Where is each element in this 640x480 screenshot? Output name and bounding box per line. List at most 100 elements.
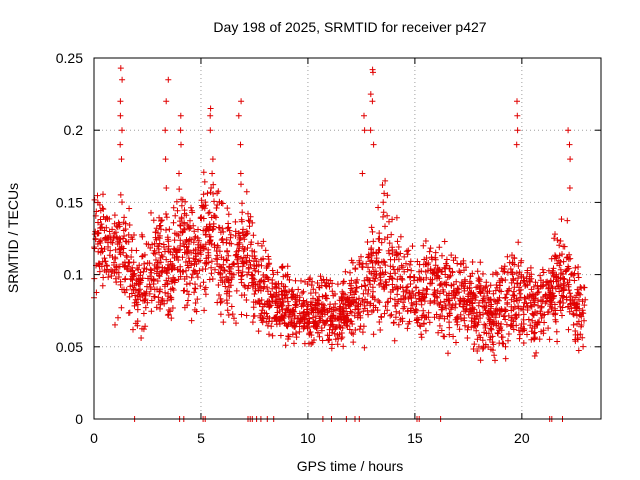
data-point <box>416 322 423 329</box>
data-point <box>408 305 415 312</box>
data-point <box>389 216 396 223</box>
data-point <box>177 237 184 244</box>
data-point <box>524 331 530 338</box>
data-point <box>482 299 488 306</box>
data-point <box>142 323 149 330</box>
data-point <box>446 319 453 326</box>
data-point <box>216 292 222 298</box>
data-point <box>115 314 121 321</box>
data-point <box>504 288 511 294</box>
data-point <box>155 294 162 301</box>
data-point <box>432 254 439 261</box>
data-point <box>241 282 248 289</box>
data-point <box>257 312 264 319</box>
data-point <box>529 310 536 317</box>
data-point <box>533 291 539 298</box>
data-point <box>324 309 331 316</box>
data-point <box>509 259 516 266</box>
data-point <box>557 266 564 273</box>
data-point <box>226 264 233 271</box>
data-point <box>100 191 106 198</box>
data-point <box>352 265 359 272</box>
data-point <box>221 267 228 274</box>
data-point <box>319 311 326 317</box>
data-point <box>466 308 473 315</box>
data-point <box>393 308 400 315</box>
data-point <box>141 297 148 304</box>
data-point <box>263 265 270 271</box>
data-point <box>492 287 499 294</box>
data-point <box>207 127 214 134</box>
data-point <box>279 298 286 305</box>
data-point <box>274 269 281 276</box>
data-point <box>528 275 535 282</box>
data-point <box>104 266 111 273</box>
data-point <box>477 290 484 297</box>
data-point <box>300 325 307 332</box>
data-point <box>509 252 515 259</box>
data-point <box>300 309 307 316</box>
data-point <box>237 235 244 242</box>
data-point <box>94 199 101 206</box>
data-point <box>517 286 524 293</box>
data-point <box>232 218 239 225</box>
data-point <box>497 324 504 330</box>
data-point <box>332 336 339 343</box>
data-point <box>346 326 353 333</box>
data-point <box>418 331 425 338</box>
data-point <box>460 283 467 290</box>
data-point <box>226 284 232 291</box>
data-point <box>361 282 368 289</box>
data-point <box>414 316 420 323</box>
data-point <box>189 271 196 278</box>
data-point <box>101 255 108 262</box>
data-point <box>109 268 116 275</box>
data-point <box>102 235 108 242</box>
data-point <box>469 259 476 265</box>
data-point <box>202 232 209 238</box>
data-point <box>395 321 402 328</box>
data-point <box>566 287 572 294</box>
data-point <box>475 343 482 350</box>
data-point <box>361 127 368 134</box>
data-point <box>238 311 245 318</box>
x-axis-label: GPS time / hours <box>297 458 404 474</box>
data-point <box>285 313 292 320</box>
data-point <box>513 270 520 277</box>
data-point <box>276 285 282 292</box>
data-point <box>536 336 543 343</box>
data-point <box>392 302 399 309</box>
data-point <box>376 319 383 325</box>
data-point <box>425 309 432 316</box>
data-point <box>255 261 262 268</box>
data-point <box>239 200 245 207</box>
data-point <box>163 185 170 191</box>
data-point <box>403 248 410 255</box>
data-point <box>425 261 431 268</box>
data-point <box>394 266 401 273</box>
data-point <box>122 226 129 233</box>
data-point <box>129 273 136 280</box>
data-point <box>412 284 419 291</box>
data-point <box>137 272 144 279</box>
data-point <box>331 330 338 337</box>
data-point <box>450 281 457 288</box>
data-point <box>117 65 124 72</box>
data-point <box>310 307 316 314</box>
data-point <box>91 245 98 252</box>
data-point <box>181 287 188 294</box>
data-point <box>428 254 435 261</box>
data-point <box>526 291 533 298</box>
data-point <box>492 269 499 276</box>
data-point <box>181 304 188 311</box>
data-point <box>237 141 244 148</box>
data-point <box>530 283 537 290</box>
data-point <box>461 278 468 285</box>
data-point <box>527 264 534 271</box>
data-point <box>541 319 548 326</box>
data-point <box>456 268 463 275</box>
data-point <box>482 284 489 291</box>
data-point <box>194 234 201 241</box>
data-point <box>384 234 391 241</box>
data-point <box>368 224 375 231</box>
